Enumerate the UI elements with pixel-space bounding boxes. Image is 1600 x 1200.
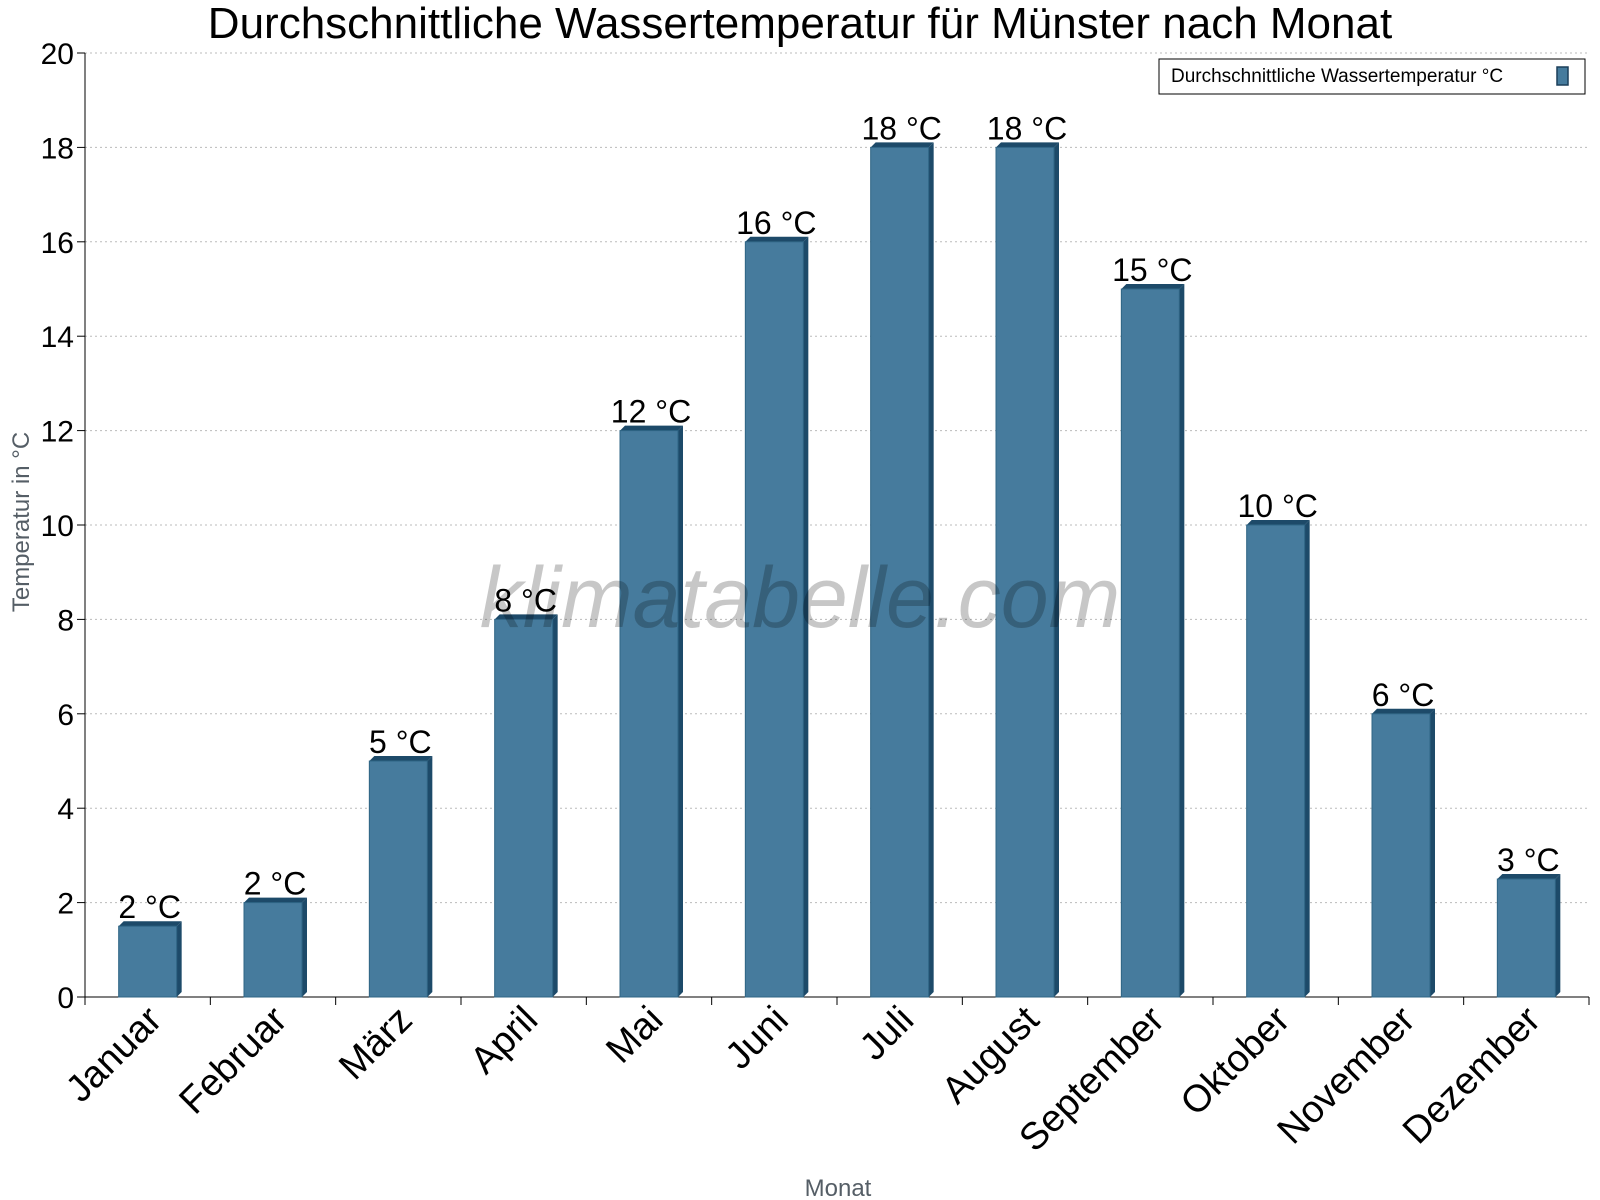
x-tick-label: Mai <box>598 999 671 1072</box>
bar-side <box>1555 874 1561 997</box>
bar-front <box>118 925 178 998</box>
bar-side <box>1304 520 1310 997</box>
bar-front <box>870 146 930 998</box>
bar-front <box>1120 288 1180 998</box>
bar-top <box>996 142 1059 148</box>
bar <box>368 756 433 998</box>
bar-side <box>552 614 558 997</box>
x-tick-label: August <box>934 998 1048 1112</box>
x-tick-label: Januar <box>58 998 170 1110</box>
bar-front <box>744 241 804 998</box>
bar-side <box>1054 142 1059 997</box>
x-tick-label: März <box>331 999 420 1088</box>
bar <box>1496 874 1561 998</box>
bars <box>118 142 1561 998</box>
y-axis-label: Temperatur in °C <box>8 432 35 612</box>
bar-side <box>427 756 433 997</box>
bar-front <box>1371 713 1431 998</box>
bar-front <box>368 760 428 998</box>
bar-side <box>176 921 182 997</box>
bar-side <box>803 236 809 998</box>
bar-top <box>620 425 683 431</box>
bar-front <box>619 430 679 998</box>
bar-top <box>745 236 809 242</box>
bar-top <box>1246 520 1310 525</box>
y-tick-label: 0 <box>57 982 74 1015</box>
y-tick-label: 16 <box>41 227 74 260</box>
bar-side <box>928 142 934 997</box>
data-label: 2 °C <box>244 866 307 902</box>
data-label: 18 °C <box>987 110 1067 146</box>
x-tick-label: Dezember <box>1395 998 1549 1152</box>
bar-front <box>494 618 554 998</box>
bar <box>995 142 1059 998</box>
x-tick-label: April <box>463 999 546 1082</box>
bar-top <box>870 142 934 148</box>
gridlines <box>85 52 1589 904</box>
y-tick-label: 6 <box>57 699 74 732</box>
bar-top <box>1372 708 1435 714</box>
bar-side <box>678 425 683 998</box>
bar <box>619 425 683 998</box>
chart-title: Durchschnittliche Wassertemperatur für M… <box>208 0 1392 48</box>
data-label: 10 °C <box>1237 488 1317 524</box>
x-tick-label: Juni <box>718 999 797 1078</box>
y-tick-label: 20 <box>41 38 74 71</box>
legend-label: Durchschnittliche Wassertemperatur °C <box>1171 66 1503 87</box>
bar <box>744 236 809 998</box>
x-axis-label: Monat <box>805 1175 872 1200</box>
bar <box>1120 284 1185 998</box>
bar-side <box>1179 284 1185 997</box>
y-tick-label: 10 <box>41 510 74 543</box>
bar <box>870 142 934 998</box>
bar <box>118 921 182 998</box>
data-labels: 2 °C 2 °C 5 °C 8 °C 12 °C 16 °C 18 °C 18 °C 15 °… <box>118 110 1559 925</box>
data-label: 12 °C <box>611 394 691 430</box>
y-tick-label: 8 <box>57 604 74 637</box>
y-tick-label: 4 <box>57 793 74 826</box>
legend-swatch <box>1556 66 1569 86</box>
data-label: 8 °C <box>494 582 557 618</box>
data-label: 16 °C <box>736 205 816 241</box>
y-tick-label: 12 <box>41 416 74 449</box>
legend-box <box>1158 58 1586 95</box>
data-label: 6 °C <box>1372 677 1435 713</box>
bar-top <box>1121 284 1185 289</box>
x-axis: Januar Februar März April Mai Juni Juli AugustS… <box>58 996 1590 1160</box>
y-axis: 0 2 4 6 8 10 12 14 16 18 20 <box>41 38 86 1015</box>
bar <box>1371 708 1435 998</box>
bar-side <box>1430 708 1435 997</box>
x-tick-label: Oktober <box>1173 998 1299 1124</box>
bar-front <box>1496 878 1556 998</box>
watermark: klimatabelle.com <box>480 550 1120 646</box>
bar-top <box>369 756 433 761</box>
y-tick-label: 18 <box>41 132 74 165</box>
bar-top <box>244 897 307 903</box>
bar-top <box>494 614 558 620</box>
data-label: 3 °C <box>1497 842 1560 878</box>
bar <box>494 614 558 998</box>
bar-top <box>1497 874 1561 879</box>
data-label: 5 °C <box>369 724 432 760</box>
bar-front <box>995 146 1055 998</box>
bar-top <box>118 921 182 927</box>
bar-side <box>302 897 307 997</box>
data-label: 18 °C <box>861 110 941 146</box>
bar <box>1246 520 1310 998</box>
bar <box>243 897 307 998</box>
y-tick-label: 2 <box>57 888 74 921</box>
y-tick-label: 14 <box>41 321 74 354</box>
data-label: 2 °C <box>118 889 181 925</box>
legend: Durchschnittliche Wassertemperatur °C <box>1158 58 1586 95</box>
bar-front <box>1246 524 1306 998</box>
bar-front <box>243 902 303 998</box>
x-tick-label: Juli <box>852 999 922 1069</box>
data-label: 15 °C <box>1112 252 1192 288</box>
x-tick-label: Februar <box>172 998 296 1122</box>
